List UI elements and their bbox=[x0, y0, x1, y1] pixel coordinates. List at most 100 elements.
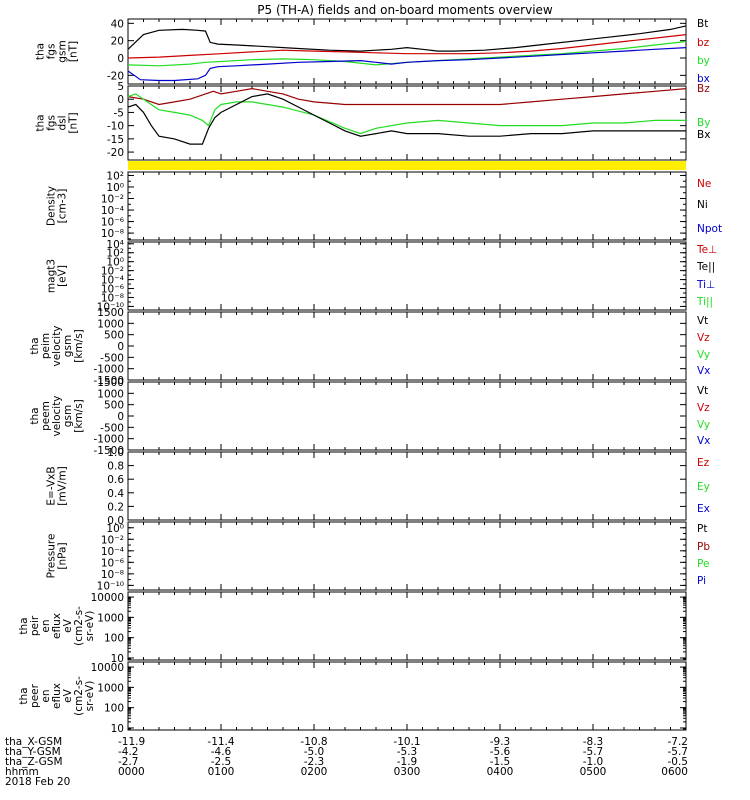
x-annotation-value: -11.9 bbox=[118, 736, 145, 748]
x-axis-annotation: tha_X-GSM -11.9 -11.4 -10.8 -10.1 -9.3 -8.3 -7.… bbox=[5, 736, 688, 788]
y-tick-label: 0 bbox=[117, 341, 124, 353]
y-tick-label: 10⁻⁸ bbox=[101, 292, 124, 304]
y-tick-label: 500 bbox=[104, 330, 124, 342]
y-axis-label-line: (cm2-s- bbox=[73, 606, 85, 646]
x-annotation-value: -2.5 bbox=[211, 756, 232, 768]
y-tick-label: 500 bbox=[104, 400, 124, 412]
panel-peir_flux: 10000 1000 100 10 thapeirenefluxeV(cm2-s-sr-… bbox=[18, 591, 687, 665]
y-tick-label: 1000 bbox=[97, 612, 124, 624]
y-tick-label: 100 bbox=[104, 633, 124, 645]
y-tick-label: 10⁻⁶ bbox=[101, 557, 124, 569]
x-annotation-value: -4.2 bbox=[118, 746, 139, 758]
y-axis-label: Pressure[nPa] bbox=[46, 534, 69, 579]
legend-entry: Vx bbox=[697, 435, 710, 447]
panel-peem_velocity: 150010005000-500-1000-1500thapeemvelocit… bbox=[29, 377, 710, 457]
y-axis-label-line: tha bbox=[35, 114, 47, 131]
x-annotation-value: -2.3 bbox=[304, 756, 325, 768]
y-axis-label-line: peem bbox=[40, 401, 52, 431]
y-axis-label-line: [nT] bbox=[68, 112, 80, 133]
y-tick-label: 10⁻² bbox=[101, 266, 124, 278]
y-axis-label-line: [nPa] bbox=[57, 542, 69, 569]
panel-frame bbox=[127, 521, 687, 591]
y-tick-label: 1000 bbox=[97, 682, 124, 694]
y-axis-label-line: sr-eV) bbox=[84, 611, 96, 642]
y-tick-label: -10 bbox=[107, 121, 124, 133]
x-annotation-value: -7.2 bbox=[668, 736, 689, 748]
y-tick-label: -5 bbox=[114, 107, 124, 119]
panel-efield: 1.0 0.80.6 0.40.2 0.0 E=-VxB[mV/m] Ez Ey Ex bbox=[46, 447, 710, 527]
y-tick-label: -1000 bbox=[93, 364, 124, 376]
y-axis-label-line: eflux bbox=[51, 683, 63, 709]
y-tick-label: 10⁻⁴ bbox=[101, 205, 124, 217]
y-axis-label-line: (cm2-s- bbox=[73, 676, 85, 716]
y-tick-label: 0 bbox=[117, 53, 124, 65]
y-axis-label-line: tha bbox=[18, 617, 30, 634]
y-tick-label: 1000 bbox=[97, 318, 124, 330]
y-axis-label-line: gsm bbox=[62, 335, 74, 357]
y-tick-label: 20 bbox=[111, 36, 124, 48]
y-tick-label: 100 bbox=[104, 703, 124, 715]
x-annotation-value: -10.1 bbox=[393, 736, 420, 748]
y-tick-label: 10⁻⁸ bbox=[101, 569, 124, 581]
panels: 40200-20thafgsgsm[nT]Btbzbybx50-5-10-15-… bbox=[18, 18, 722, 735]
y-tick-label: 10² bbox=[106, 170, 124, 182]
panel-frame bbox=[127, 661, 687, 731]
legend-entry: Vz bbox=[697, 402, 710, 414]
legend-entry: Vt bbox=[697, 315, 708, 327]
x-annotation-value: -2.7 bbox=[118, 756, 139, 768]
y-axis-label-line: eV bbox=[62, 688, 74, 702]
x-annotation-value: -5.7 bbox=[583, 746, 604, 758]
y-axis-label-line: fgs bbox=[46, 44, 58, 60]
flag-bar bbox=[128, 161, 686, 170]
y-axis-label-line: [mV/m] bbox=[57, 466, 69, 505]
legend-entry: Te|| bbox=[696, 261, 715, 273]
legend-entry: Ex bbox=[697, 503, 710, 515]
y-axis-label: thafgsdsl[nT] bbox=[35, 112, 80, 133]
y-tick-label: 1000 bbox=[97, 388, 124, 400]
y-tick-label: 10⁻² bbox=[101, 194, 124, 206]
y-tick-label: 10⁻⁶ bbox=[101, 217, 124, 229]
y-tick-label: 10⁻¹⁰ bbox=[97, 580, 124, 592]
y-axis-label-line: tha bbox=[35, 43, 47, 60]
x-annotation-value: 0600 bbox=[661, 766, 688, 778]
y-axis-label-line: magt3 bbox=[46, 259, 58, 293]
y-tick-label: 10⁻⁶ bbox=[101, 284, 124, 296]
x-annotation-value: -11.4 bbox=[207, 736, 234, 748]
x-annotation-label: tha_Y-GSM bbox=[5, 746, 61, 758]
y-tick-label: 0 bbox=[117, 411, 124, 423]
y-tick-label: 10⁻⁴ bbox=[101, 275, 124, 287]
series-line-black bbox=[127, 25, 687, 52]
y-axis-label-line: tha bbox=[29, 337, 41, 354]
y-axis-label: thapeirenefluxeV(cm2-s-sr-eV) bbox=[18, 606, 96, 646]
y-axis-label-line: tha bbox=[18, 687, 30, 704]
y-axis-label-line: E=-VxB bbox=[46, 466, 58, 505]
y-axis-label-line: peir bbox=[29, 615, 41, 636]
legend-entry: by bbox=[697, 55, 710, 67]
y-tick-label: 10⁻² bbox=[101, 534, 124, 546]
y-axis-label-line: Pressure bbox=[46, 534, 58, 579]
panel-frame bbox=[127, 451, 687, 521]
y-tick-label: 1.0 bbox=[107, 447, 124, 459]
y-tick-label: -15 bbox=[107, 134, 124, 146]
y-tick-label: 10000 bbox=[91, 662, 124, 674]
y-axis-label: thapeimvelocitygsm[km/s] bbox=[29, 325, 85, 366]
series-line-darkred bbox=[127, 87, 687, 106]
x-annotation-value: 0300 bbox=[394, 766, 421, 778]
plot-title: P5 (TH-A) fields and on-board moments ov… bbox=[257, 3, 553, 17]
x-annotation-value: -10.8 bbox=[300, 736, 327, 748]
panel-frame bbox=[127, 241, 687, 311]
y-tick-label: 0.8 bbox=[107, 461, 124, 473]
y-axis-label-line: dsl bbox=[57, 115, 69, 130]
y-axis-label-line: eV bbox=[62, 618, 74, 632]
x-annotation-value: -5.0 bbox=[304, 746, 325, 758]
legend-entry: By bbox=[697, 117, 710, 129]
legend-entry: Vt bbox=[697, 385, 708, 397]
x-annotation-value: -1.9 bbox=[397, 756, 418, 768]
x-annotation-label: tha_X-GSM bbox=[5, 736, 62, 748]
y-tick-label: 10⁻⁸ bbox=[101, 228, 124, 240]
y-axis-label-line: en bbox=[40, 689, 52, 702]
date-label: 2018 Feb 20 bbox=[5, 776, 70, 788]
